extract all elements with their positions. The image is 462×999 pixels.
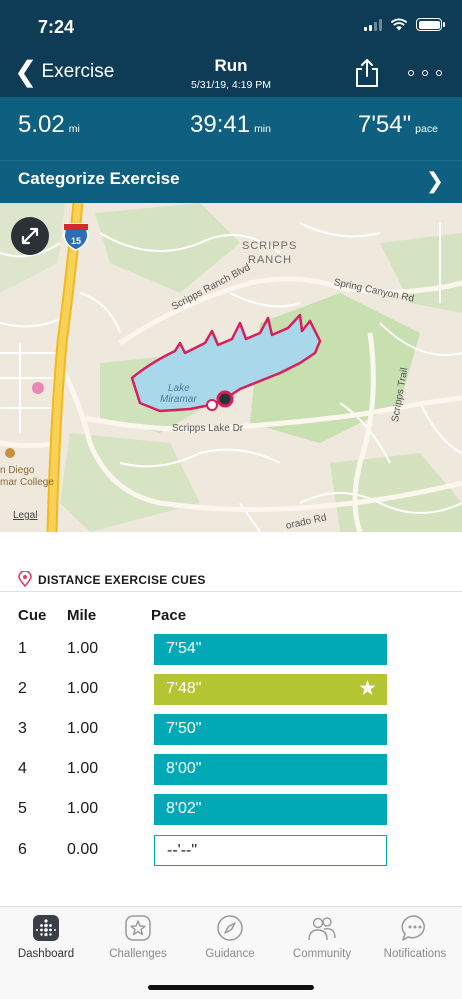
cue-number: 3 <box>18 720 27 737</box>
dashboard-icon <box>31 913 61 943</box>
tab-dashboard[interactable]: Dashboard <box>0 913 92 960</box>
pace-bar: 8'02" <box>154 794 387 825</box>
cue-number: 2 <box>18 680 27 697</box>
more-icon[interactable] <box>408 66 442 80</box>
cue-row: 4 1.00 8'00" <box>0 754 462 786</box>
cue-mile: 1.00 <box>67 800 99 817</box>
distance-stat: 5.02 mi <box>18 111 80 139</box>
column-header-pace: Pace <box>151 607 187 624</box>
map-label-scripps-lake-dr: Scripps Lake Dr <box>172 423 244 434</box>
chevron-left-icon: ❮ <box>14 56 38 87</box>
cue-row: 1 1.00 7'54" <box>0 634 462 666</box>
top-bar: 7:24 ❮ Exercise Run 5/31/19, 4:19 PM <box>0 0 462 97</box>
pace-value: 8'00" <box>166 760 202 777</box>
challenges-icon <box>123 913 153 943</box>
status-icons <box>364 18 445 31</box>
cue-row: 5 1.00 8'02" <box>0 794 462 826</box>
pace-value: 7'48" <box>166 680 202 697</box>
map-label-san-diego: n Diego <box>0 465 35 476</box>
map-canvas: 15 <box>0 203 462 532</box>
pace-bar: 7'48" ★ <box>154 674 387 705</box>
location-pin-icon <box>18 571 32 587</box>
cue-row: 3 1.00 7'50" <box>0 714 462 746</box>
highway-number: 15 <box>71 236 81 246</box>
expand-icon <box>21 227 39 245</box>
tab-label: Guidance <box>205 948 255 960</box>
cue-mile: 0.00 <box>67 841 99 858</box>
tab-label: Notifications <box>383 948 447 960</box>
tab-challenges[interactable]: Challenges <box>92 913 184 960</box>
share-icon[interactable] <box>354 58 380 88</box>
map-label-ranch: RANCH <box>248 254 293 266</box>
route-end-marker <box>216 390 234 408</box>
signal-icon <box>364 18 382 31</box>
back-label: Exercise <box>41 61 115 82</box>
map-label-college: mar College <box>0 477 54 488</box>
tab-notifications[interactable]: Notifications <box>368 913 462 960</box>
tab-guidance[interactable]: Guidance <box>184 913 276 960</box>
pace-value: 8'02" <box>166 800 202 817</box>
pace-value: 7'50" <box>166 720 202 737</box>
cue-number: 1 <box>18 640 27 657</box>
college-poi-icon <box>5 448 15 458</box>
cue-number: 4 <box>18 760 27 777</box>
cue-mile: 1.00 <box>67 760 99 777</box>
map-label-miramar: Miramar <box>160 394 197 405</box>
categorize-exercise-button[interactable]: Categorize Exercise ❯ <box>0 160 462 203</box>
column-header-cue: Cue <box>18 607 47 624</box>
cue-row: 2 1.00 7'48" ★ <box>0 674 462 706</box>
back-button[interactable]: ❮ Exercise <box>14 58 114 86</box>
route-line <box>130 313 322 413</box>
map-legal-link[interactable]: Legal <box>13 510 38 521</box>
column-header-mile: Mile <box>67 607 97 624</box>
cue-mile: 1.00 <box>67 720 99 737</box>
cue-row: 6 0.00 --'--" <box>0 835 462 867</box>
cue-mile: 1.00 <box>67 640 99 657</box>
pace-bar: --'--" <box>154 835 387 866</box>
community-icon <box>307 913 337 943</box>
compass-icon <box>215 913 245 943</box>
cue-mile: 1.00 <box>67 680 99 697</box>
status-time: 7:24 <box>38 17 75 37</box>
distance-unit: mi <box>68 123 80 135</box>
route-start-marker <box>206 399 218 411</box>
pace-bar: 7'50" <box>154 714 387 745</box>
duration-unit: min <box>254 123 271 135</box>
duration-value: 39:41 <box>190 111 251 138</box>
tab-label: Dashboard <box>17 948 75 960</box>
star-icon: ★ <box>358 677 377 700</box>
pace-stat: 7'54" pace <box>358 111 438 139</box>
pace-unit: pace <box>415 123 438 135</box>
distance-value: 5.02 <box>18 111 65 138</box>
home-indicator <box>148 985 314 990</box>
pace-bar: 8'00" <box>154 754 387 785</box>
highway-shield-icon: 15 <box>63 223 89 251</box>
cue-number: 6 <box>18 841 27 858</box>
duration-stat: 39:41 min <box>190 111 271 139</box>
chevron-right-icon: ❯ <box>425 168 444 193</box>
poi-icon <box>32 382 44 394</box>
stats-bar: 5.02 mi 39:41 min 7'54" pace <box>0 97 462 160</box>
map-label-scripps: SCRIPPS <box>242 240 298 252</box>
cues-header: DISTANCE EXERCISE CUES <box>0 568 462 592</box>
expand-map-button[interactable] <box>11 217 49 255</box>
battery-icon <box>416 18 445 31</box>
map-label-lake: Lake <box>168 383 190 394</box>
tab-community[interactable]: Community <box>276 913 368 960</box>
tab-label: Challenges <box>109 948 167 960</box>
tab-bar: Dashboard Challenges Guidance <box>0 906 462 999</box>
tab-label: Community <box>292 948 352 960</box>
pace-bar: 7'54" <box>154 634 387 665</box>
categorize-label: Categorize Exercise <box>18 169 180 188</box>
cues-title: DISTANCE EXERCISE CUES <box>38 573 206 587</box>
chat-bubble-icon <box>400 913 430 943</box>
cue-number: 5 <box>18 800 27 817</box>
pace-value: 7'54" <box>358 111 412 138</box>
pace-value: 7'54" <box>166 640 202 657</box>
pace-value: --'--" <box>167 842 198 859</box>
wifi-icon <box>390 18 408 31</box>
route-map[interactable]: 15 SCRIPPS RANCH Scripps Ranch Blvd Spri… <box>0 203 462 532</box>
